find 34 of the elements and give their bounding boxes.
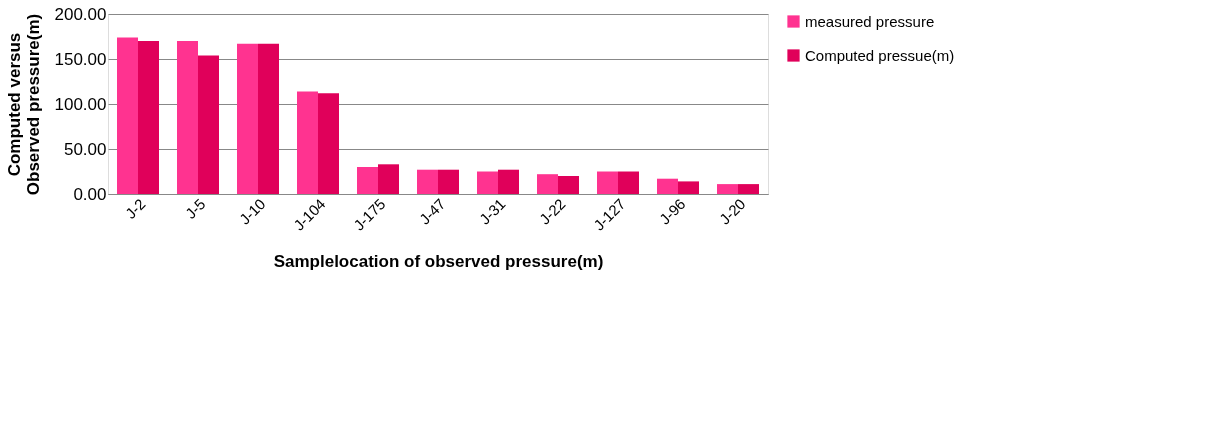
bar (237, 43, 258, 194)
bar (417, 169, 438, 194)
bar (177, 41, 198, 194)
y-tick-label: 150.00 (54, 49, 107, 69)
bar (717, 184, 738, 194)
bar (357, 167, 378, 194)
bar (537, 174, 558, 194)
bar (378, 164, 399, 194)
bar (618, 171, 639, 194)
bar (297, 91, 318, 194)
legend-label: Computed pressue(m) (805, 46, 955, 64)
x-tick-label: J-2 (121, 195, 149, 222)
bar (738, 184, 759, 194)
y-tick-label: 50.00 (63, 139, 107, 159)
bar (597, 171, 618, 194)
y-tick-label: 100.00 (54, 94, 107, 114)
bar (117, 37, 138, 194)
legend-label: measured pressure (805, 12, 935, 30)
x-axis-title: Samplelocation of observed pressure(m) (273, 251, 604, 271)
bar (657, 178, 678, 194)
bar (318, 93, 339, 194)
bar (558, 176, 579, 194)
y-axis-title: Computed versus Observed pressure(m) (4, 13, 43, 196)
bar (138, 41, 159, 194)
bar (477, 171, 498, 194)
bar (258, 43, 279, 194)
y-tick-label: 200.00 (54, 4, 107, 24)
x-tick-label: J-31 (475, 195, 509, 228)
bar (498, 169, 519, 194)
bar (678, 181, 699, 194)
bar (438, 169, 459, 194)
y-tick-label: 0.00 (73, 184, 107, 204)
x-tick-label: J-5 (181, 195, 209, 222)
bar (198, 55, 219, 194)
